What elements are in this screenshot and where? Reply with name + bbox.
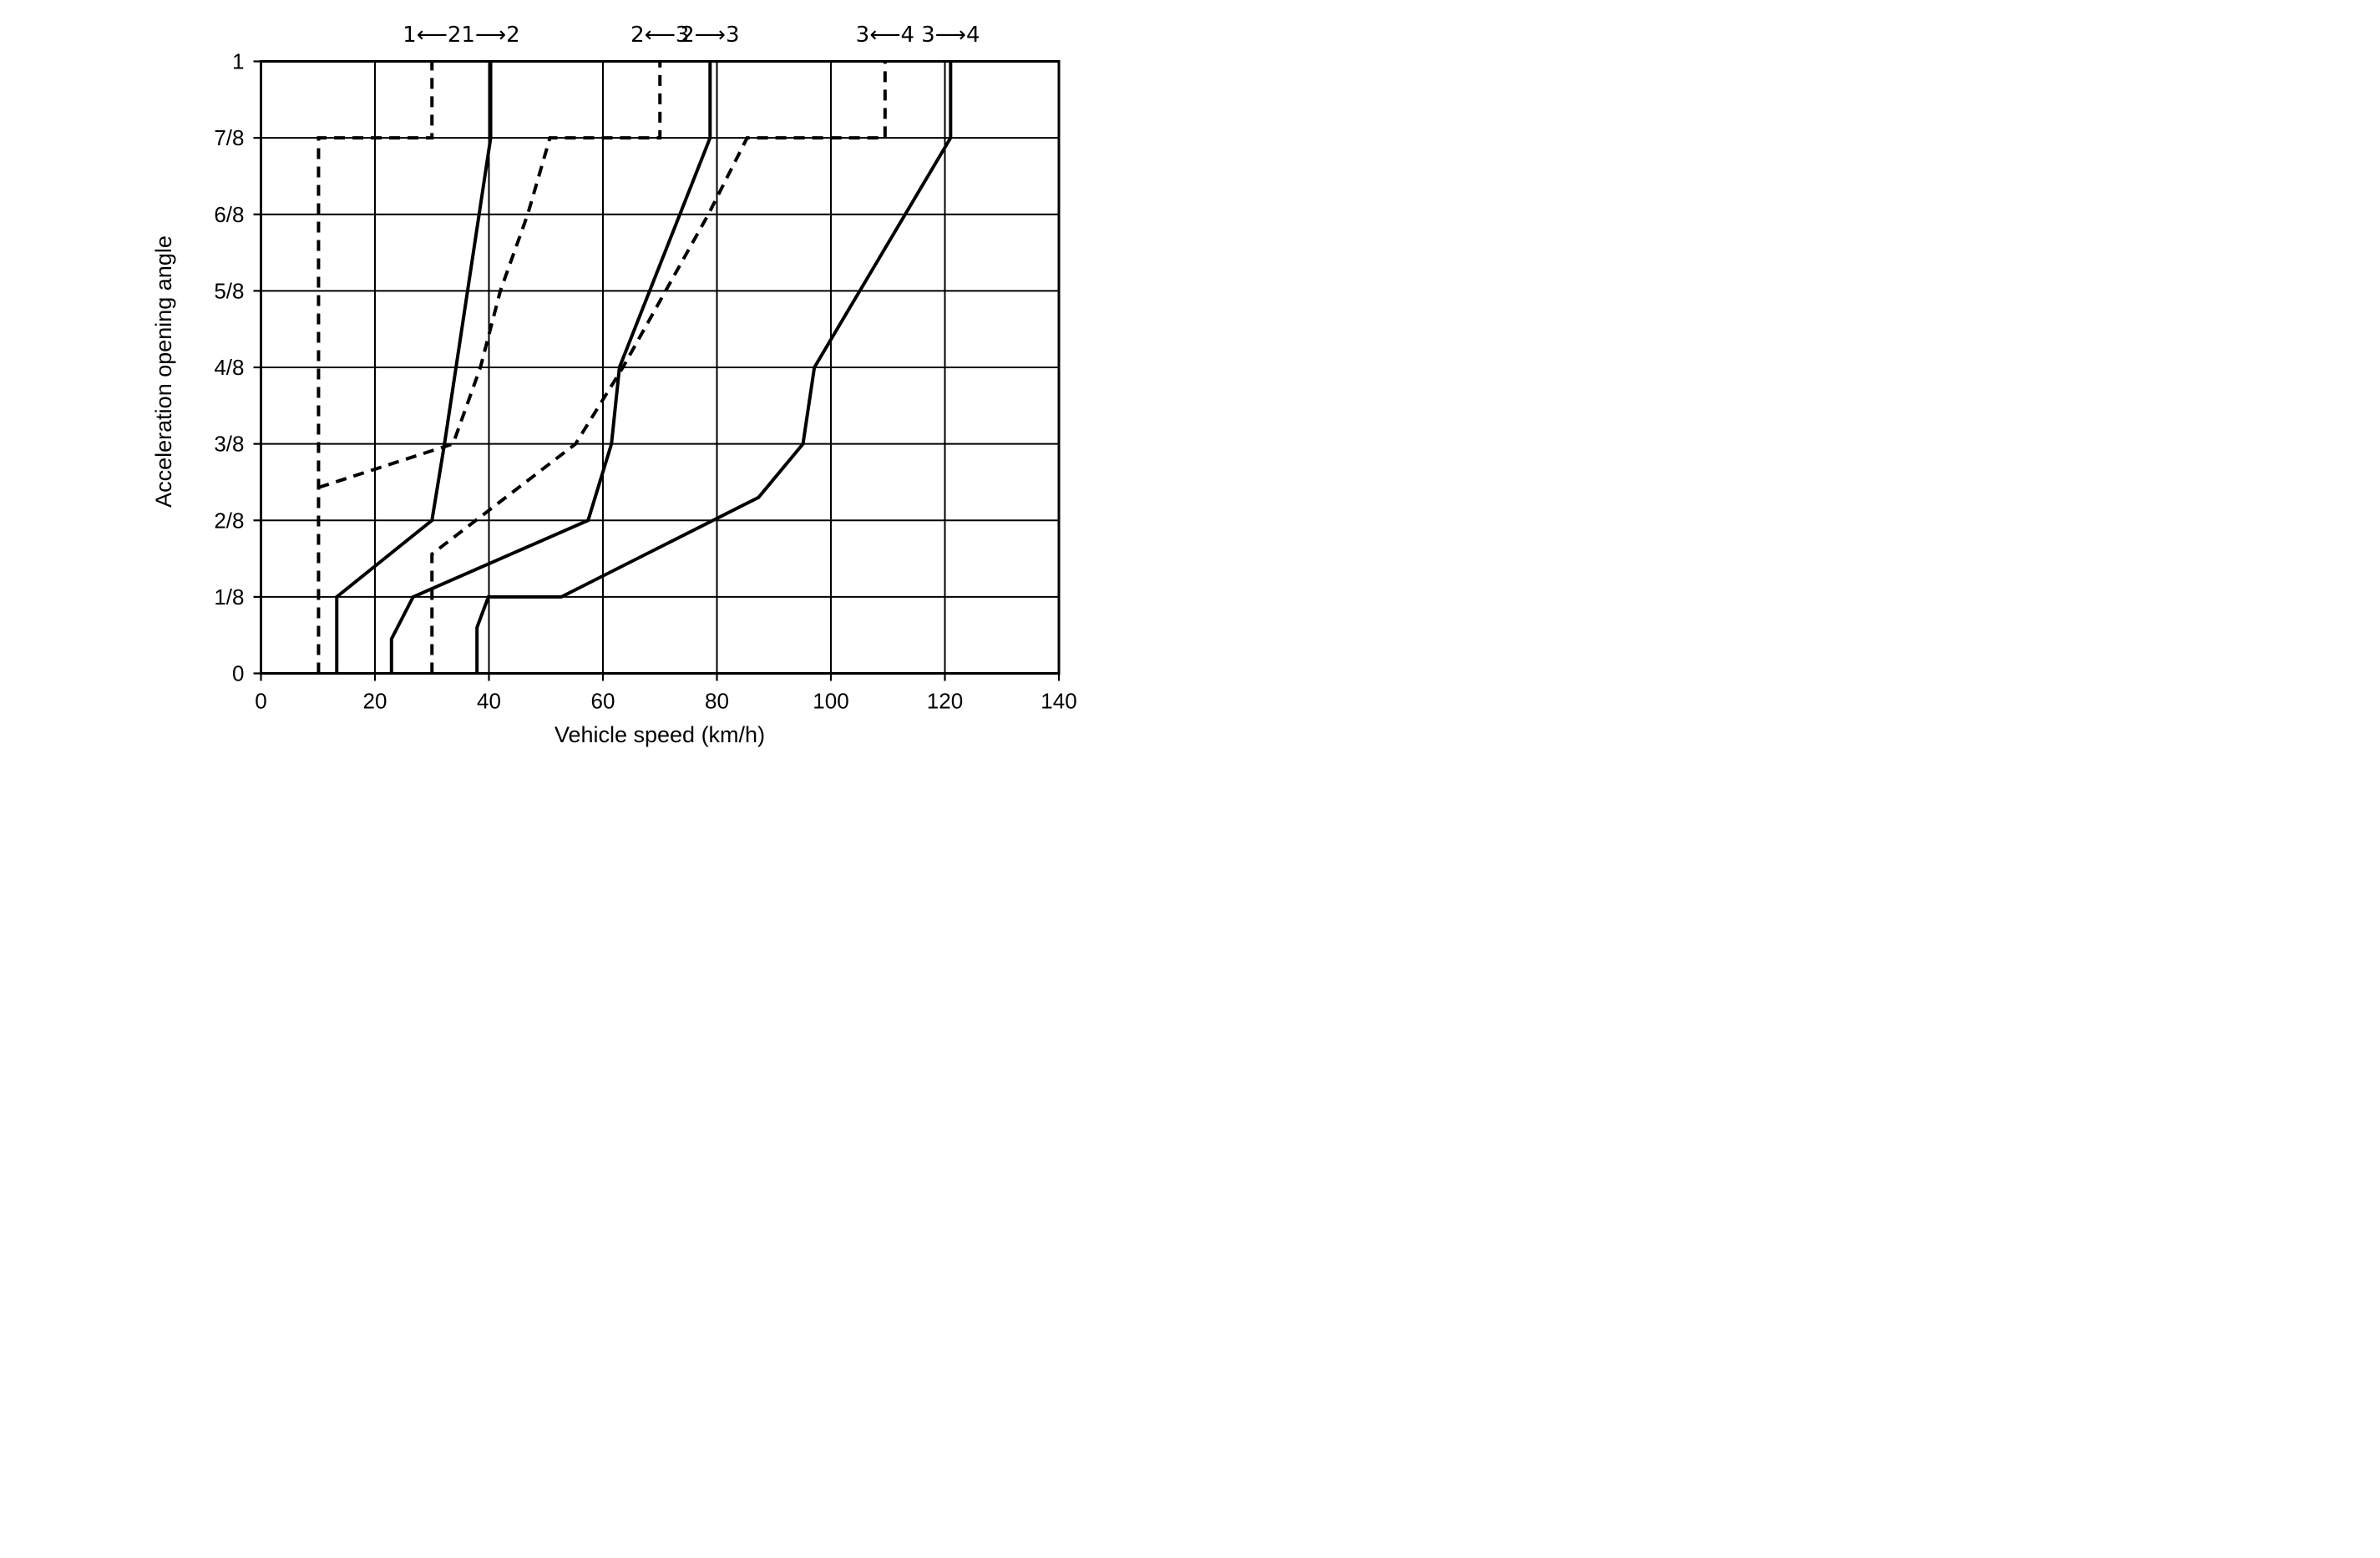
x-tick-label: 60 [591, 689, 615, 714]
curve-upshift-3-4 [475, 61, 953, 674]
x-tick-label: 20 [363, 689, 387, 714]
x-tick-label: 140 [1041, 689, 1076, 714]
y-tick-label: 3/8 [214, 432, 244, 457]
gear-label-upshift-3-4: 3⟶4 [921, 23, 980, 48]
y-tick-label: 7/8 [214, 125, 244, 150]
x-tick-label: 40 [477, 689, 501, 714]
y-tick-label: 5/8 [214, 278, 244, 303]
curve-downshift-4-3 [430, 61, 887, 674]
x-tick-label: 80 [705, 689, 729, 714]
curve-downshift-2-1 [316, 61, 434, 674]
shift-schedule-page: 0 20 40 60 80 100 120 140 0 1/8 2/8 3/8 4/8 5/8 6/8 7/8… [0, 0, 1190, 779]
x-tick-label: 120 [927, 689, 963, 714]
x-tick-label: 100 [813, 689, 848, 714]
gear-label-downshift-3-2: 2⟵3 [630, 23, 689, 48]
y-tick-label: 0 [232, 661, 244, 686]
x-axis-title: Vehicle speed (km/h) [554, 722, 765, 747]
y-tick-label: 2/8 [214, 508, 244, 533]
y-tick-label: 6/8 [214, 202, 244, 227]
curve-downshift-3-2 [317, 61, 662, 489]
y-tick-label: 1 [232, 49, 244, 74]
shift-schedule-chart: 0 20 40 60 80 100 120 140 0 1/8 2/8 3/8 4/8 5/8 6/8 7/8… [151, 23, 1077, 747]
gear-label-upshift-2-3: 2⟶3 [681, 23, 739, 48]
curve-upshift-2-3 [389, 61, 712, 674]
curve-upshift-1-2 [335, 61, 493, 674]
y-axis-title: Acceleration opening angle [151, 235, 176, 508]
gear-label-upshift-1-2: 1⟶2 [461, 23, 519, 48]
y-tick-label: 1/8 [214, 584, 244, 610]
gear-label-downshift-4-3: 3⟵4 [856, 23, 914, 48]
y-tick-label: 4/8 [214, 355, 244, 380]
gear-label-downshift-2-1: 1⟵2 [403, 23, 461, 48]
x-tick-label: 0 [255, 689, 266, 714]
